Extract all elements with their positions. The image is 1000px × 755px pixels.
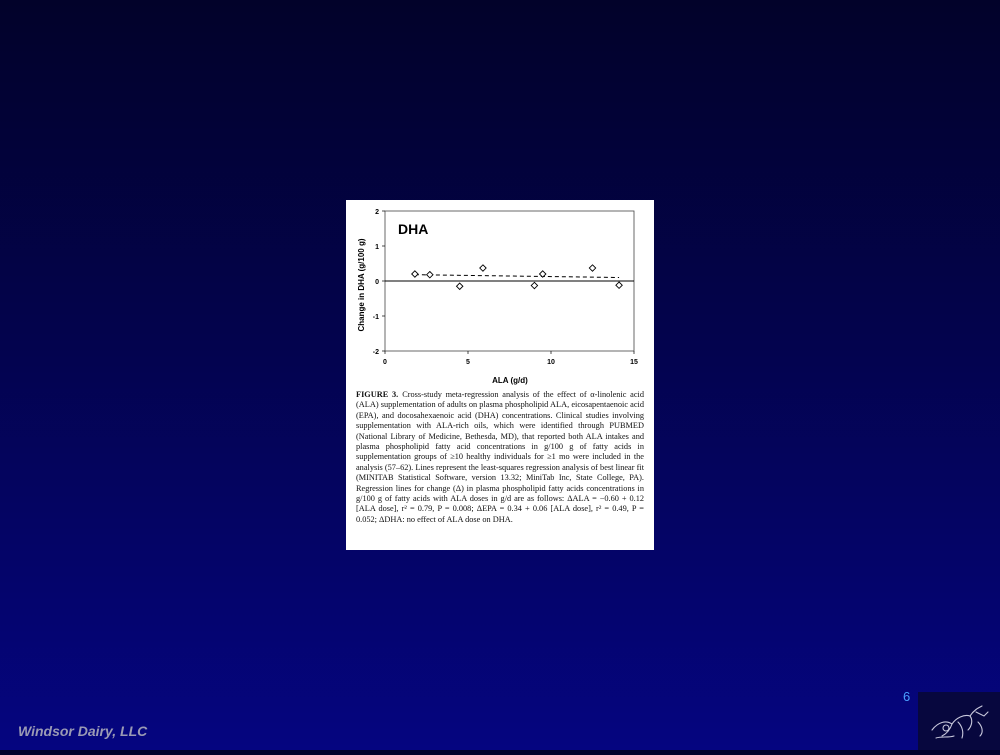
y-axis-label: Change in DHA (g/100 g) xyxy=(357,238,366,331)
y-tick-label: 0 xyxy=(375,279,379,286)
data-point xyxy=(615,281,623,290)
caption-text: Cross-study meta-regression analysis of … xyxy=(356,390,644,524)
horse-sketch-icon xyxy=(931,705,989,739)
data-point xyxy=(455,282,464,291)
x-tick-label: 10 xyxy=(547,359,555,366)
brand-logo xyxy=(918,692,1000,750)
data-point xyxy=(588,264,597,272)
chart-title: DHA xyxy=(398,221,428,237)
figure-panel: 2 1 0 -1 -2 0 5 10 15 DHA ALA (g/d) Change in DH… xyxy=(346,200,654,550)
x-tick-label: 5 xyxy=(466,359,470,366)
y-tick-label: 1 xyxy=(375,244,379,251)
data-point xyxy=(425,270,434,279)
caption-label: FIGURE 3. xyxy=(356,390,399,399)
data-point xyxy=(538,270,547,278)
x-axis-label: ALA (g/d) xyxy=(492,376,528,385)
regression-line xyxy=(414,274,620,278)
y-tick-label: 2 xyxy=(375,209,379,216)
data-point xyxy=(530,281,539,290)
y-tick-label: -1 xyxy=(373,314,379,321)
footer-brand: Windsor Dairy, LLC xyxy=(18,723,148,739)
x-tick-label: 0 xyxy=(383,359,387,366)
page-number: 6 xyxy=(903,689,911,704)
x-tick-label: 15 xyxy=(630,359,638,366)
data-point xyxy=(479,264,487,272)
dha-scatter-chart: 210-1-20 5 10 15 DHA ALA (g/d) Change in DH… xyxy=(357,209,638,385)
figure-caption: FIGURE 3. Cross-study meta-regression ana… xyxy=(356,390,644,525)
y-tick-label: -2 xyxy=(373,349,379,356)
data-point xyxy=(411,270,419,278)
